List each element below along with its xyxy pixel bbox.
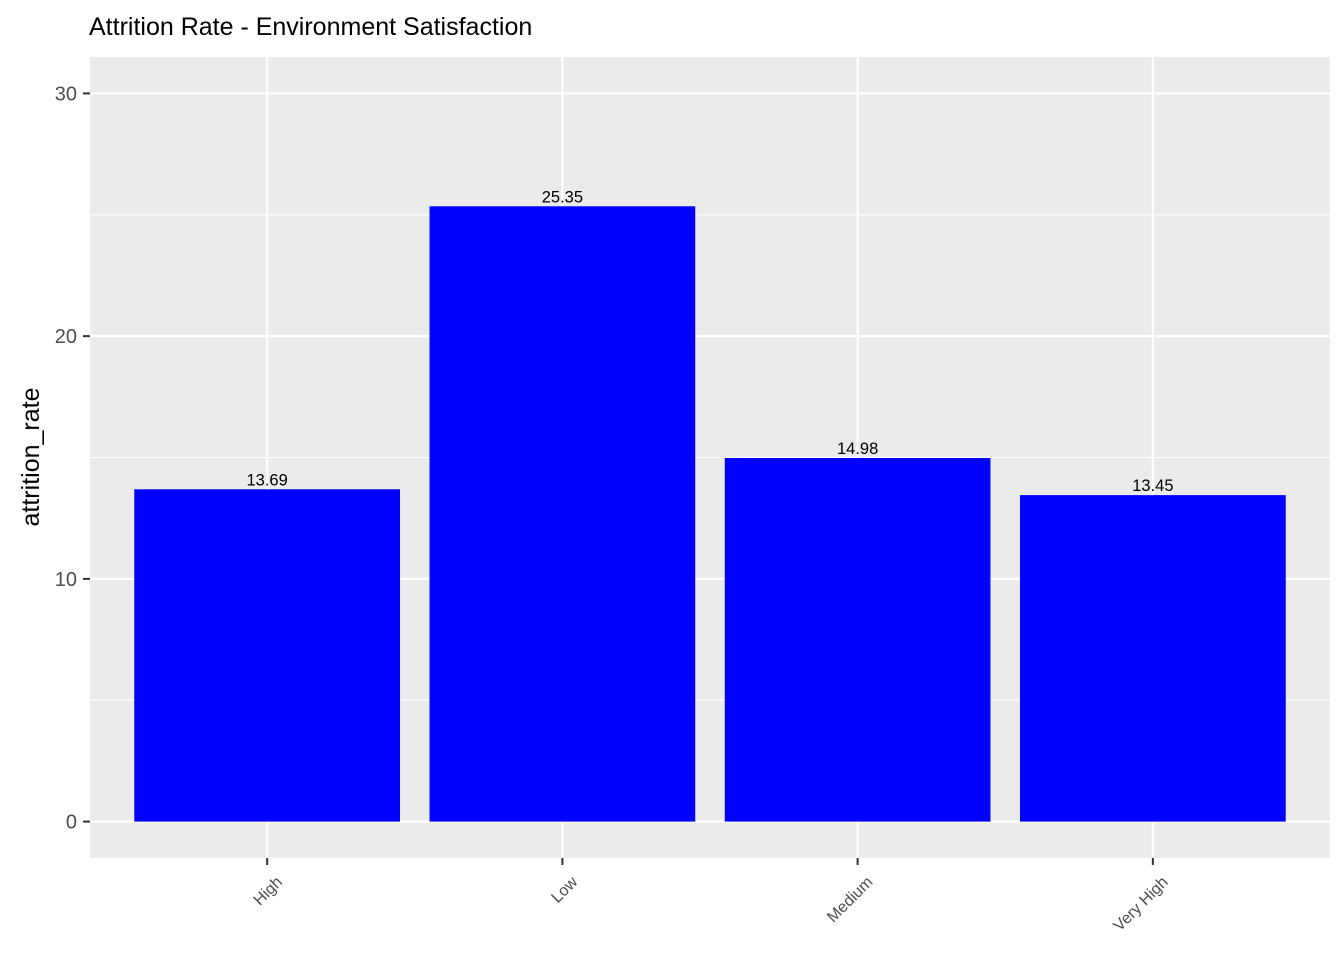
chart-title: Attrition Rate - Environment Satisfactio… xyxy=(89,13,532,41)
x-tick-label: Low xyxy=(548,873,581,906)
x-tick-label: Very High xyxy=(1111,874,1172,935)
bar-value-label: 13.45 xyxy=(1132,477,1173,495)
bar xyxy=(724,457,991,822)
y-tick-label: 0 xyxy=(66,812,77,834)
bar xyxy=(429,206,696,822)
y-axis-title: attrition_rate xyxy=(17,388,45,527)
y-tick-label: 10 xyxy=(55,569,77,591)
bar-value-label: 13.69 xyxy=(246,471,287,489)
x-tick-label: High xyxy=(251,874,286,909)
y-tick-label: 20 xyxy=(55,326,77,348)
x-tick-label: Medium xyxy=(824,874,876,926)
bar-value-label: 14.98 xyxy=(837,440,878,458)
bar xyxy=(1020,495,1286,822)
bar-value-labels: 13.69 25.35 14.98 13.45 xyxy=(246,188,1173,495)
bars xyxy=(134,206,1286,822)
y-axis: 0 10 20 30 xyxy=(55,83,90,834)
y-tick-label: 30 xyxy=(55,83,77,105)
x-axis: High Low Medium Very High xyxy=(251,858,1172,935)
bar xyxy=(134,489,401,822)
bar-value-label: 25.35 xyxy=(542,188,583,206)
